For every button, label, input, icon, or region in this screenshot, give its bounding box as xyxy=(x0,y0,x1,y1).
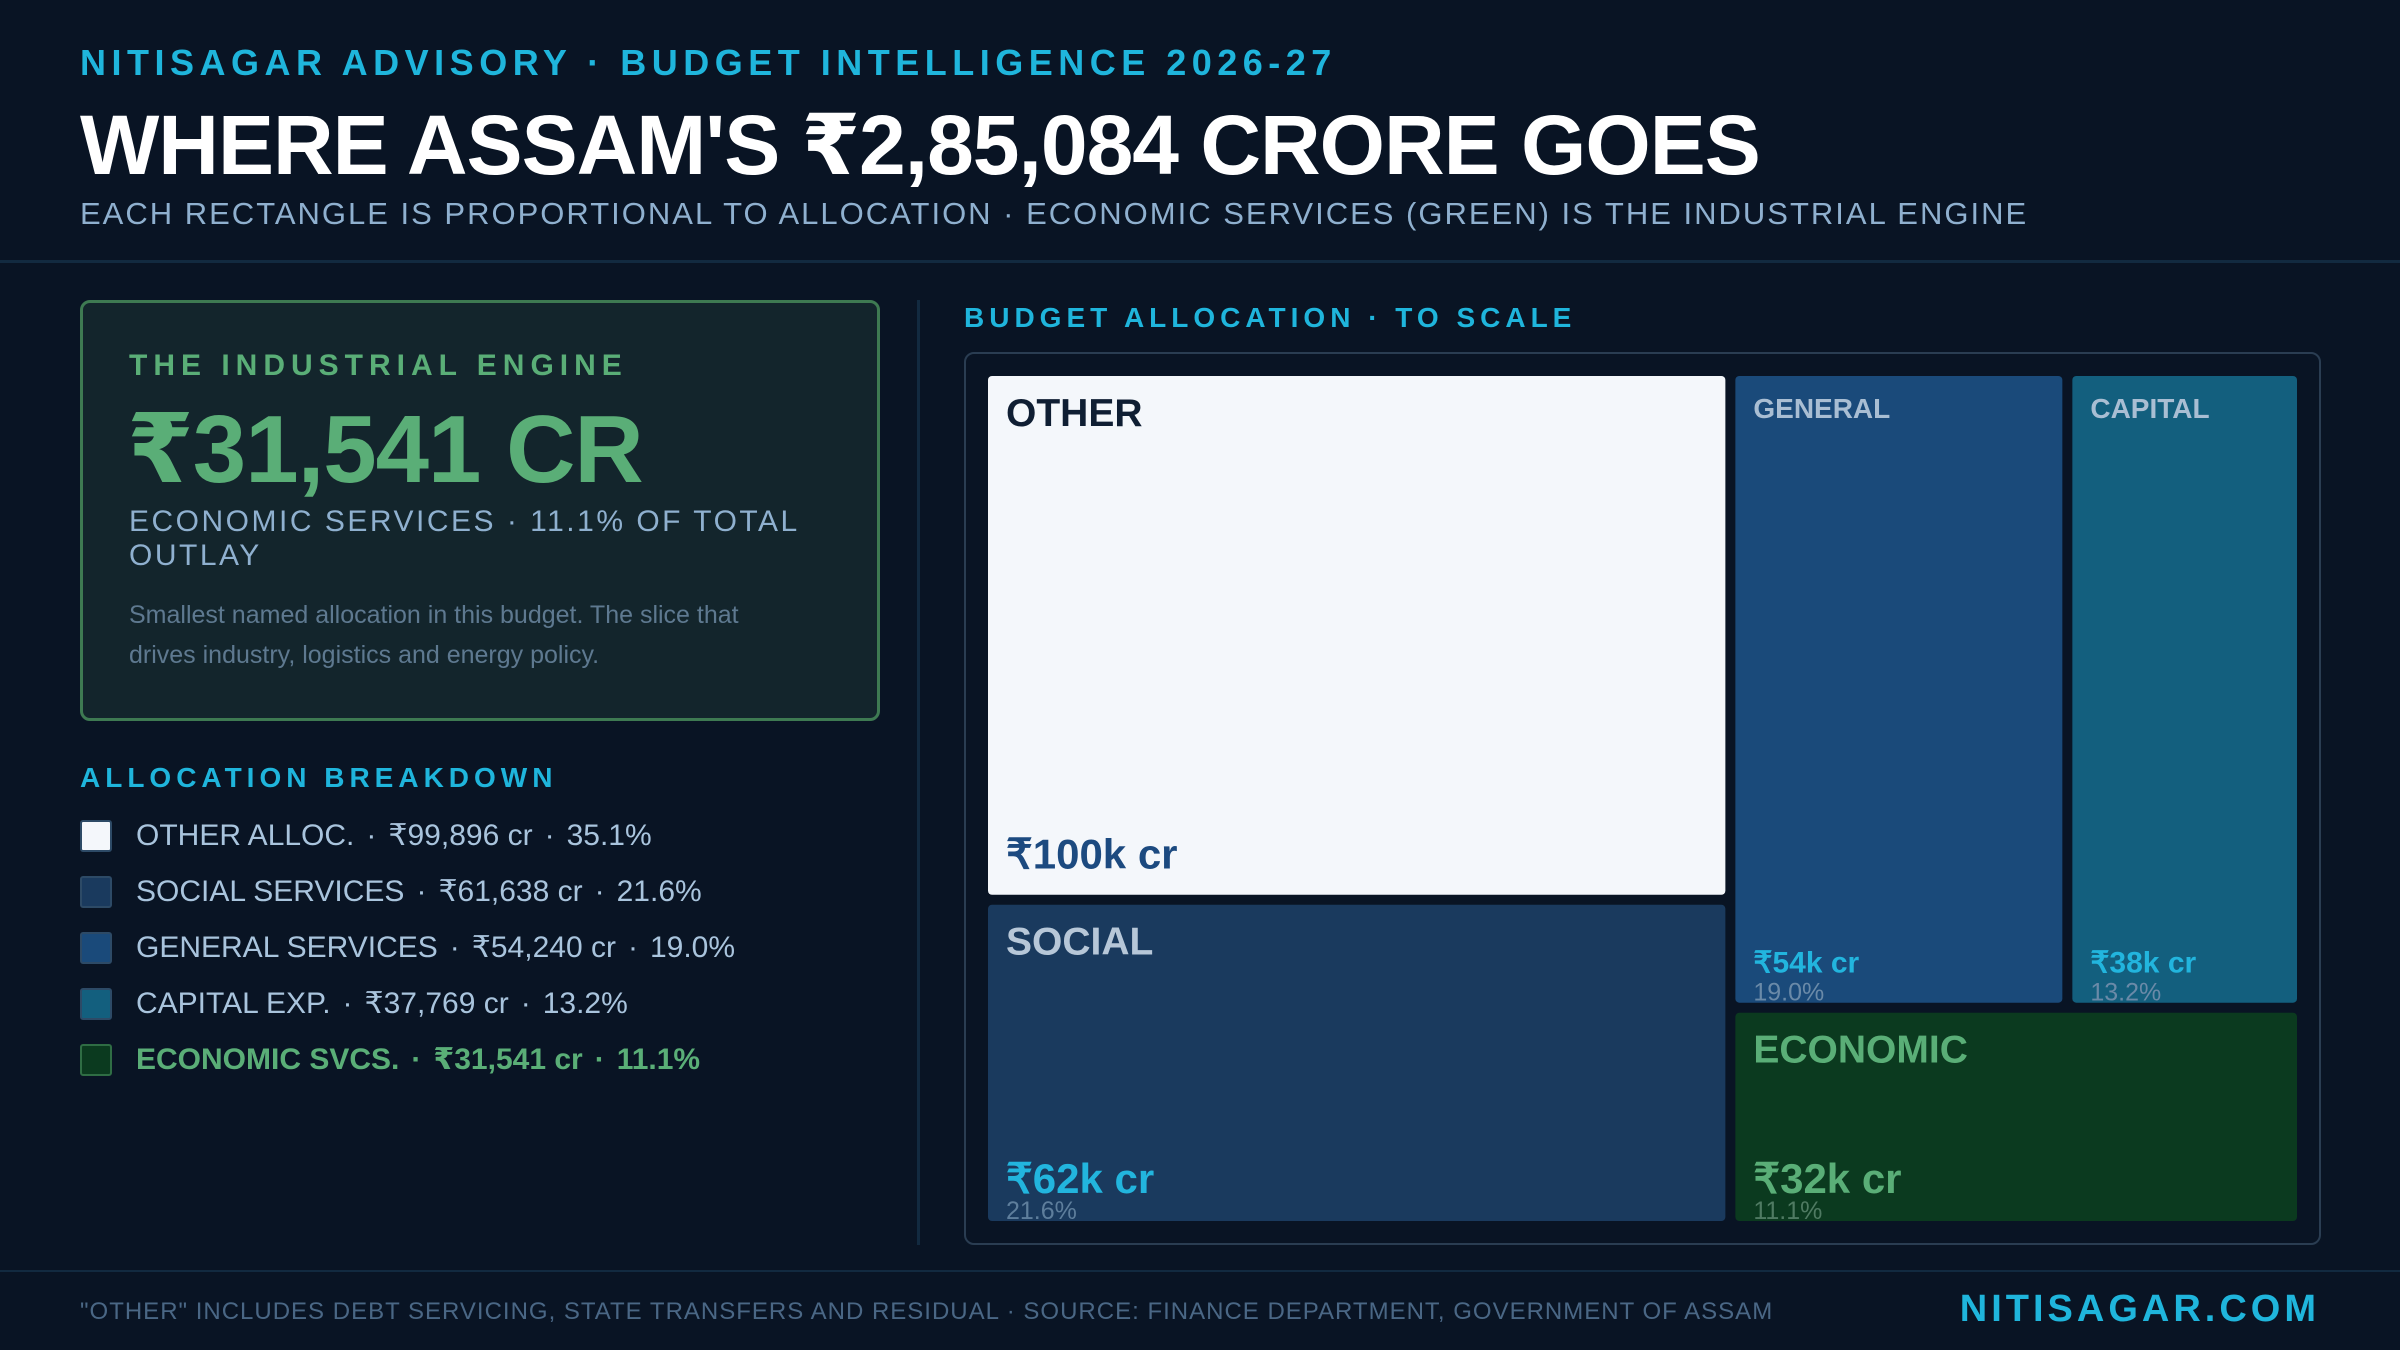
legend-swatch xyxy=(80,988,112,1020)
engine-card-value: ₹31,541 CR xyxy=(127,396,644,503)
treemap-share-social: 21.6% xyxy=(1006,1197,1077,1225)
legend-amount: ₹99,896 cr xyxy=(388,819,533,852)
treemap-label-social: SOCIAL xyxy=(1006,921,1153,964)
legend-swatch xyxy=(80,876,112,908)
legend-item-economic: ECONOMIC SVCS. · ₹31,541 cr · 11.1% xyxy=(80,1042,880,1098)
legend-amount: ₹37,769 cr xyxy=(364,987,509,1020)
legend-share: 13.2% xyxy=(542,987,628,1020)
treemap-share-economic: 11.1% xyxy=(1753,1197,1822,1225)
legend-name: OTHER ALLOC. xyxy=(136,819,355,852)
header-divider xyxy=(0,260,2400,263)
treemap-value-social: ₹62k cr xyxy=(1006,1155,1154,1202)
footnote: "OTHER" INCLUDES DEBT SERVICING, STATE T… xyxy=(80,1298,1774,1325)
treemap-value-general: ₹54k cr xyxy=(1753,947,1859,980)
treemap-value-other: ₹100k cr xyxy=(1006,831,1178,878)
industrial-engine-card: THE INDUSTRIAL ENGINE ₹31,541 CR ECONOMI… xyxy=(80,300,880,721)
legend-text: OTHER ALLOC. · ₹99,896 cr · 35.1% xyxy=(136,819,652,852)
treemap-rect-social xyxy=(988,904,1726,1221)
treemap-share-general: 19.0% xyxy=(1753,979,1824,1007)
treemap-cell-other: OTHER ₹100k cr xyxy=(988,376,1726,895)
treemap-value-economic: ₹32k cr xyxy=(1753,1155,1901,1202)
chart-heading: BUDGET ALLOCATION · TO SCALE xyxy=(964,302,1577,333)
footer-divider xyxy=(0,1270,2400,1272)
treemap-value-capital: ₹38k cr xyxy=(2090,947,2196,980)
treemap-label-economic: ECONOMIC xyxy=(1753,1029,1968,1072)
legend-share: 19.0% xyxy=(649,931,736,964)
engine-card-note: Smallest named allocation in this budget… xyxy=(129,601,739,669)
treemap-rect-other xyxy=(988,376,1726,895)
treemap-rect-capital xyxy=(2072,376,2297,1003)
page-subtitle: EACH RECTANGLE IS PROPORTIONAL TO ALLOCA… xyxy=(80,196,2029,231)
legend-item-other: OTHER ALLOC. · ₹99,896 cr · 35.1% xyxy=(80,818,880,874)
legend-name: SOCIAL SERVICES xyxy=(136,875,405,908)
legend-item-capital: CAPITAL EXP. · ₹37,769 cr · 13.2% xyxy=(80,986,880,1042)
breakdown-heading: ALLOCATION BREAKDOWN xyxy=(80,762,558,793)
treemap-label-general: GENERAL xyxy=(1753,393,1890,424)
treemap-label-other: OTHER xyxy=(1006,392,1143,435)
engine-card-label: ECONOMIC SERVICES · 11.1% OF TOTAL OUTLA… xyxy=(129,505,799,572)
legend-text: ECONOMIC SVCS. · ₹31,541 cr · 11.1% xyxy=(136,1043,701,1076)
legend-text: CAPITAL EXP. · ₹37,769 cr · 13.2% xyxy=(136,987,628,1020)
legend-amount: ₹54,240 cr xyxy=(471,931,616,964)
legend-share: 35.1% xyxy=(566,819,652,852)
legend-share: 11.1% xyxy=(616,1043,701,1076)
legend-amount: ₹61,638 cr xyxy=(438,875,583,908)
legend-item-social: SOCIAL SERVICES · ₹61,638 cr · 21.6% xyxy=(80,874,880,930)
legend-text: SOCIAL SERVICES · ₹61,638 cr · 21.6% xyxy=(136,875,702,908)
legend-share: 21.6% xyxy=(616,875,702,908)
allocation-legend: OTHER ALLOC. · ₹99,896 cr · 35.1% SOCIAL SER… xyxy=(80,818,880,1098)
legend-swatch xyxy=(80,1044,112,1076)
legend-name: ECONOMIC SVCS. xyxy=(136,1043,400,1076)
treemap-share-capital: 13.2% xyxy=(2090,979,2161,1007)
treemap-rect-economic xyxy=(1735,1012,2297,1221)
legend-item-general: GENERAL SERVICES · ₹54,240 cr · 19.0% xyxy=(80,930,880,986)
engine-card-kicker: THE INDUSTRIAL ENGINE xyxy=(129,349,628,382)
treemap-label-capital: CAPITAL xyxy=(2090,393,2209,424)
legend-text: GENERAL SERVICES · ₹54,240 cr · 19.0% xyxy=(136,931,736,964)
column-divider xyxy=(917,300,920,1245)
legend-swatch xyxy=(80,820,112,852)
page-title: WHERE ASSAM'S ₹2,85,084 CRORE GOES xyxy=(80,98,1761,192)
legend-name: CAPITAL EXP. xyxy=(136,987,331,1020)
legend-amount: ₹31,541 cr xyxy=(433,1043,583,1076)
brand-link[interactable]: NITISAGAR.COM xyxy=(1959,1288,2320,1330)
report-kicker: NITISAGAR ADVISORY · BUDGET INTELLIGENCE… xyxy=(80,42,1337,83)
treemap-frame: OTHER ₹100k cr SOCIAL ₹62k cr 21.6% GENERAL ₹5… xyxy=(964,352,2321,1245)
legend-name: GENERAL SERVICES xyxy=(136,931,438,964)
legend-swatch xyxy=(80,932,112,964)
treemap-rect-general xyxy=(1735,376,2063,1003)
